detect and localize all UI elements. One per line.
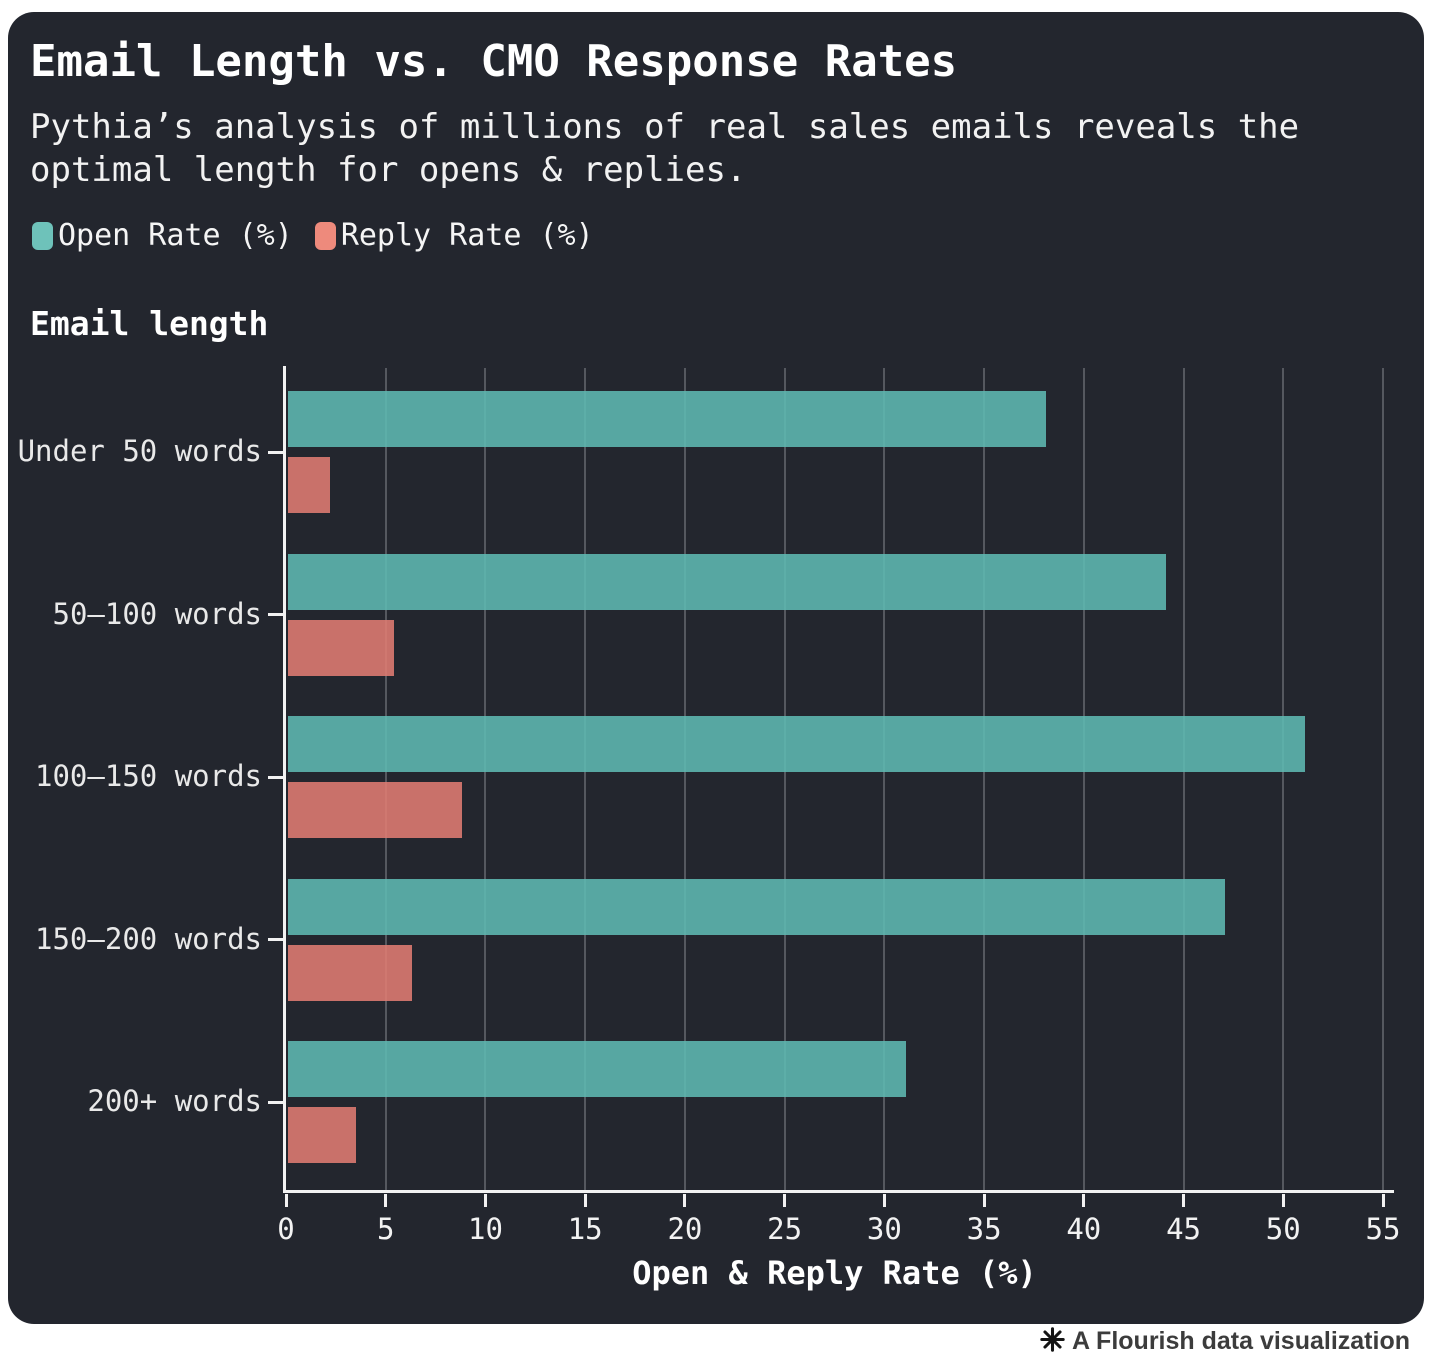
x-tick <box>783 1194 787 1207</box>
bar-open <box>288 878 1226 935</box>
legend-swatch <box>314 221 336 250</box>
x-tick <box>483 1194 487 1207</box>
x-tick-label: 0 <box>277 1212 295 1246</box>
x-tick <box>583 1194 587 1207</box>
y-tick <box>268 450 283 454</box>
legend-label: Reply Rate (%) <box>340 218 594 253</box>
x-tick <box>683 1194 687 1207</box>
x-tick-label: 15 <box>567 1212 603 1246</box>
gridline <box>1182 368 1185 1190</box>
x-tick-label: 35 <box>966 1212 1002 1246</box>
x-tick <box>1182 1194 1186 1207</box>
gridline <box>1382 368 1384 1190</box>
bar-open <box>288 553 1166 610</box>
bar-reply <box>288 944 412 1001</box>
x-tick-label: 30 <box>866 1212 902 1246</box>
x-tick <box>1281 1194 1285 1207</box>
y-axis-line <box>283 366 286 1193</box>
bar-reply <box>288 1107 356 1163</box>
x-tick <box>284 1194 288 1207</box>
bar-open <box>288 1041 907 1097</box>
x-tick <box>384 1194 388 1207</box>
gridline <box>983 368 986 1190</box>
gridline <box>883 368 886 1190</box>
bar-reply <box>288 782 462 838</box>
flourish-asterisk-icon <box>1039 1326 1066 1357</box>
y-axis-group-title: Email length <box>30 304 269 343</box>
x-tick-label: 45 <box>1166 1212 1201 1246</box>
x-tick-label: 40 <box>1066 1212 1102 1246</box>
y-tick <box>268 938 283 941</box>
legend-label: Open Rate (%) <box>58 218 293 253</box>
bar-open <box>288 716 1306 772</box>
x-tick-label: 25 <box>767 1212 803 1246</box>
bar-reply <box>288 619 394 676</box>
category-label: 50–100 words <box>52 596 262 631</box>
gridline <box>484 368 487 1190</box>
x-axis-label: Open & Reply Rate (%) <box>632 1254 1037 1292</box>
gridline <box>783 368 786 1190</box>
category-label: 200+ words <box>87 1084 262 1118</box>
x-tick <box>1082 1194 1086 1207</box>
flourish-credit-label: A Flourish data visualization <box>1071 1327 1410 1355</box>
x-tick-label: 20 <box>667 1212 703 1246</box>
legend-swatch <box>32 221 53 250</box>
bar-open <box>288 391 1046 447</box>
plot-area: Under 50 words 50–100 words 100–150 words 1… <box>8 12 1424 1324</box>
x-tick <box>882 1194 886 1207</box>
category-label: 100–150 words <box>35 759 262 793</box>
y-tick <box>268 613 283 616</box>
gridline <box>584 368 587 1190</box>
category-label: 150–200 words <box>35 921 262 956</box>
y-tick <box>268 1100 283 1104</box>
flourish-credit[interactable]: A Flourish data visualization <box>1039 1326 1410 1357</box>
chart-card: Email Length vs. CMO Response Rates Pyth… <box>8 12 1424 1324</box>
x-tick-label: 5 <box>376 1212 395 1246</box>
legend-item: Open Rate (%) <box>32 218 293 253</box>
y-tick <box>268 775 283 779</box>
chart-subtitle: Pythia’s analysis of millions of real sa… <box>30 107 1300 190</box>
category-label: Under 50 words <box>17 434 262 468</box>
gridline <box>384 368 387 1190</box>
gridline <box>1082 368 1085 1190</box>
x-tick-label: 10 <box>467 1212 503 1246</box>
legend-item: Reply Rate (%) <box>314 218 594 253</box>
x-tick <box>1381 1194 1385 1207</box>
bar-reply <box>288 457 330 513</box>
x-tick <box>982 1194 986 1207</box>
x-tick-label: 50 <box>1265 1212 1301 1246</box>
x-axis-line <box>283 1190 1394 1193</box>
legend: Open Rate (%) Reply Rate (%) <box>32 218 594 253</box>
gridline <box>1282 368 1285 1190</box>
chart-title: Email Length vs. CMO Response Rates <box>30 36 958 87</box>
x-tick-label: 55 <box>1365 1212 1401 1246</box>
gridline <box>683 368 686 1190</box>
